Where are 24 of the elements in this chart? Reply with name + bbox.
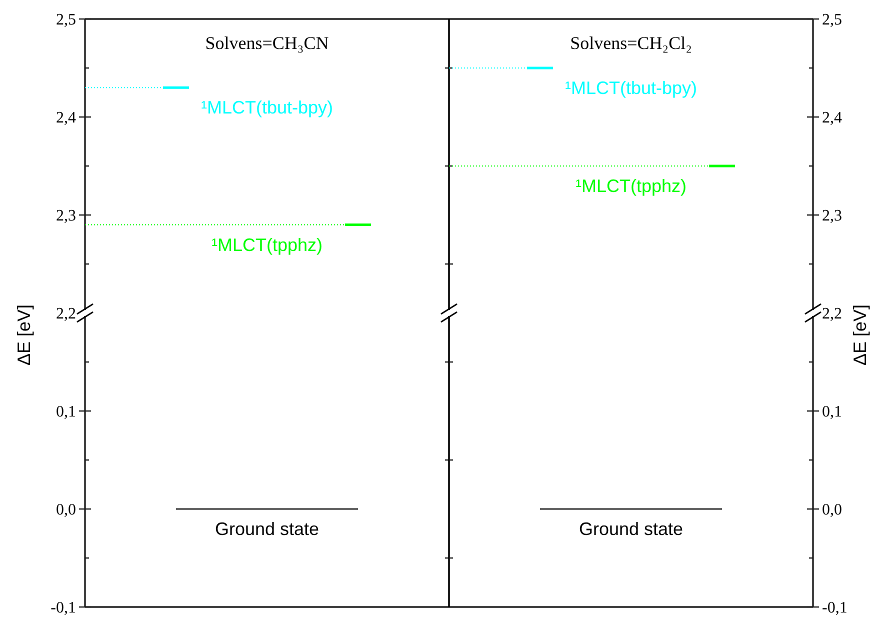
y-tick-label: 0,0 xyxy=(56,502,76,519)
y-tick-label: -0,1 xyxy=(822,600,848,617)
y-tick-label: 0,1 xyxy=(56,404,76,421)
y-tick-label: 2,5 xyxy=(56,12,76,29)
y-tick-label: 2,5 xyxy=(822,12,842,29)
y-tick-label: 2,4 xyxy=(822,110,842,127)
y-axis-title: ΔE [eV] xyxy=(850,304,870,366)
text: Solvens=CH₂Cl₂ xyxy=(570,33,692,53)
series-label: ¹MLCT(tbut-bpy) xyxy=(564,78,698,98)
y-tick-label: 2,2 xyxy=(56,306,76,323)
text: Solvens=CH₃CN xyxy=(205,33,329,53)
series-label: ¹MLCT(tpphz) xyxy=(211,234,323,255)
series-label: ¹MLCT(tpphz) xyxy=(575,176,687,196)
series-label: ¹MLCT(tbut-bpy) xyxy=(200,98,334,118)
y-tick-label: 0,1 xyxy=(822,404,842,421)
y-tick-label: 2,4 xyxy=(56,110,76,127)
y-tick-label: 2,3 xyxy=(822,208,842,225)
series-label: Ground state xyxy=(578,519,684,539)
y-tick-label: 2,3 xyxy=(56,208,76,225)
y-tick-label: 0,0 xyxy=(822,502,842,519)
y-axis-title: ΔE [eV] xyxy=(14,304,34,366)
y-tick-label: -0,1 xyxy=(50,600,76,617)
series-label: Ground state xyxy=(214,519,320,539)
y-tick-label: 2,2 xyxy=(822,306,842,323)
